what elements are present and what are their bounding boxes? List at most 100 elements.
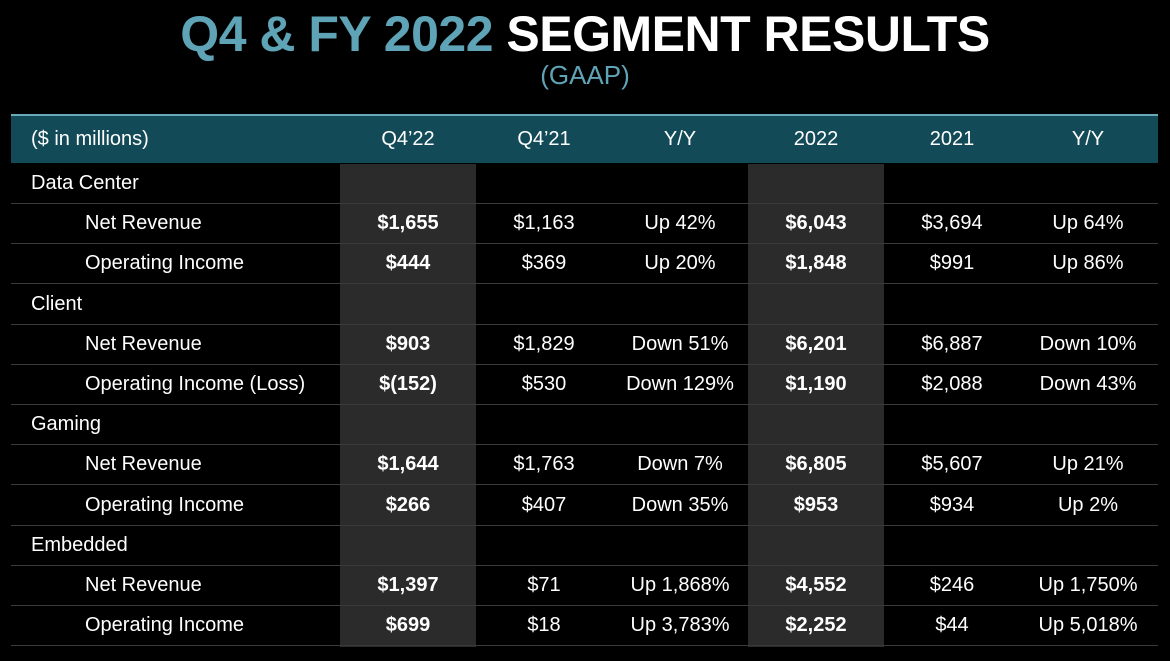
- table-row: Net Revenue $1,644 $1,763 Down 7% $6,805 $5,6…: [11, 445, 1158, 486]
- segment-label: Gaming: [31, 413, 102, 436]
- header-2022: 2022: [793, 128, 839, 150]
- header-2021: 2021: [929, 128, 975, 150]
- cell-fy-2022: $6,805: [785, 453, 847, 476]
- cell-fy-2021: $934: [929, 493, 975, 516]
- slide-title-accent: Q4 & FY 2022: [180, 6, 493, 62]
- cell-q4-21: $1,763: [513, 453, 575, 476]
- cell-qtr-yy: Up 42%: [644, 212, 716, 235]
- cell-fy-2022: $6,201: [785, 332, 847, 355]
- segment-results-table: ($ in millions) Q4’22 Q4’21 Y/Y 2022 202…: [11, 114, 1158, 647]
- row-label: Net Revenue: [85, 574, 202, 596]
- cell-qtr-yy: Down 35%: [631, 493, 729, 516]
- cell-qtr-yy: Down 51%: [631, 332, 729, 355]
- slide-subtitle: (GAAP): [540, 60, 630, 90]
- cell-fy-2021: $991: [929, 252, 975, 275]
- cell-q4-22: [340, 526, 476, 565]
- header-qtr-yy: Y/Y: [663, 128, 697, 150]
- table-row: Operating Income $266 $407 Down 35% $953 $934…: [11, 486, 1158, 526]
- cell-fy-2022: $2,252: [785, 614, 847, 637]
- cell-q4-22: [340, 405, 476, 444]
- segment-label: Data Center: [31, 172, 139, 194]
- slide-title-main: SEGMENT RESULTS: [506, 6, 990, 62]
- cell-q4-21: $1,829: [513, 332, 575, 355]
- cell-qtr-yy: Up 20%: [644, 252, 716, 275]
- cell-q4-22: $903: [385, 332, 431, 355]
- cell-fy-2022: $6,043: [785, 212, 847, 235]
- segment-row: Client: [11, 285, 1158, 325]
- cell-fy-2021: [884, 405, 1020, 444]
- segment-label: Client: [31, 292, 83, 315]
- table-row: Net Revenue $1,655 $1,163 Up 42% $6,043 $3,69…: [11, 204, 1158, 245]
- cell-fy-2021: $2,088: [921, 373, 983, 395]
- cell-fy-2021: [884, 164, 1020, 203]
- table-row: Net Revenue $1,397 $71 Up 1,868% $4,552 $246 U…: [11, 566, 1158, 606]
- header-label: ($ in millions): [31, 128, 149, 150]
- cell-q4-21: $1,163: [513, 212, 575, 235]
- cell-fy-yy: [1020, 526, 1156, 565]
- cell-fy-yy: Up 64%: [1052, 212, 1124, 235]
- cell-qtr-yy: [612, 526, 748, 565]
- cell-fy-2022: $1,190: [785, 373, 847, 395]
- row-label: Net Revenue: [85, 332, 202, 355]
- cell-fy-yy: Down 43%: [1039, 373, 1137, 395]
- cell-q4-21: $407: [521, 493, 567, 516]
- cell-q4-21: $71: [527, 574, 561, 596]
- cell-q4-21: [476, 285, 612, 324]
- segment-row: Data Center: [11, 164, 1158, 204]
- cell-fy-2022: [748, 285, 884, 324]
- cell-fy-yy: Up 1,750%: [1038, 574, 1138, 596]
- cell-qtr-yy: Down 129%: [626, 373, 734, 395]
- cell-fy-2021: $5,607: [921, 453, 983, 476]
- header-q4-22: Q4’22: [381, 128, 435, 150]
- cell-q4-21: [476, 405, 612, 444]
- cell-fy-yy: Up 86%: [1052, 252, 1124, 275]
- cell-fy-2021: $44: [935, 614, 969, 637]
- cell-qtr-yy: Up 1,868%: [630, 574, 730, 596]
- cell-q4-22: [340, 164, 476, 203]
- cell-q4-21: [476, 164, 612, 203]
- cell-qtr-yy: Down 7%: [637, 453, 723, 476]
- cell-fy-2021: $6,887: [921, 332, 983, 355]
- slide-title: Q4 & FY 2022 SEGMENT RESULTS: [0, 4, 1170, 64]
- cell-fy-2021: [884, 526, 1020, 565]
- table-row: Operating Income $444 $369 Up 20% $1,848 $991…: [11, 244, 1158, 285]
- cell-q4-22: $1,655: [377, 212, 439, 235]
- cell-q4-22: $1,397: [377, 574, 439, 596]
- cell-qtr-yy: [612, 285, 748, 324]
- cell-fy-2022: [748, 405, 884, 444]
- header-fy-yy: Y/Y: [1071, 128, 1105, 150]
- cell-q4-21: $530: [521, 373, 567, 395]
- segment-row: Gaming: [11, 405, 1158, 446]
- cell-fy-2021: [884, 285, 1020, 324]
- cell-fy-yy: [1020, 164, 1156, 203]
- cell-q4-22: $1,644: [377, 453, 439, 476]
- cell-q4-22: $444: [385, 252, 431, 275]
- cell-q4-22: [340, 285, 476, 324]
- cell-fy-yy: Up 5,018%: [1038, 614, 1138, 637]
- cell-fy-yy: Down 10%: [1039, 332, 1137, 355]
- header-q4-21: Q4’21: [517, 128, 571, 150]
- row-label: Net Revenue: [85, 212, 202, 235]
- row-label: Net Revenue: [85, 453, 202, 476]
- fy-column-shade: [748, 164, 884, 647]
- cell-fy-yy: [1020, 285, 1156, 324]
- cell-fy-2022: $1,848: [785, 252, 847, 275]
- cell-fy-yy: [1020, 405, 1156, 444]
- table-header: ($ in millions) Q4’22 Q4’21 Y/Y 2022 202…: [11, 114, 1158, 163]
- cell-qtr-yy: [612, 405, 748, 444]
- row-label: Operating Income: [85, 252, 244, 275]
- cell-q4-22: $(152): [379, 373, 437, 395]
- cell-fy-2022: [748, 164, 884, 203]
- cell-fy-2022: $4,552: [785, 574, 847, 596]
- cell-fy-yy: Up 2%: [1057, 493, 1119, 516]
- cell-qtr-yy: [612, 164, 748, 203]
- cell-fy-2022: $953: [793, 493, 839, 516]
- cell-q4-21: $18: [527, 614, 561, 637]
- cell-q4-22: $699: [385, 614, 431, 637]
- cell-fy-yy: Up 21%: [1052, 453, 1124, 476]
- cell-q4-21: $369: [521, 252, 567, 275]
- cell-fy-2022: [748, 526, 884, 565]
- cell-fy-2021: $246: [929, 574, 975, 596]
- row-label: Operating Income: [85, 493, 244, 516]
- table-row: Operating Income (Loss) $(152) $530 Down 12…: [11, 365, 1158, 405]
